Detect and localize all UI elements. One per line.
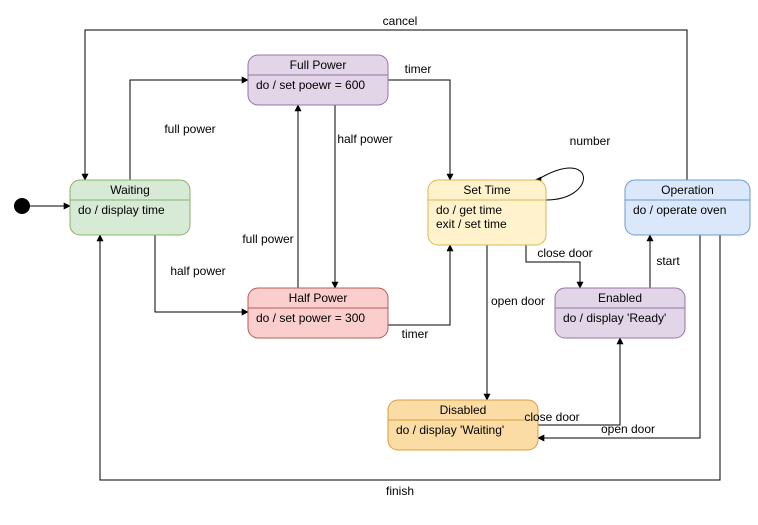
node-body-disabled-0: do / display 'Waiting'	[396, 423, 504, 437]
edge-label-enabled_operation: start	[656, 254, 680, 268]
node-body-settime-0: do / get time	[436, 203, 502, 217]
edge-label-settime_enabled: close door	[537, 246, 592, 260]
node-title-enabled: Enabled	[598, 291, 642, 305]
node-body-settime-1: exit / set time	[436, 217, 507, 231]
node-title-waiting: Waiting	[110, 183, 150, 197]
node-title-halfpower: Half Power	[289, 291, 348, 305]
edge-label-disabled_enabled: close door	[524, 410, 579, 424]
edge-label-halfpower_settime: timer	[402, 327, 429, 341]
node-operation: Operation do / operate oven	[625, 180, 750, 235]
node-body-fullpower-0: do / set poewr = 600	[256, 78, 365, 92]
edge-label-halfpower_fullpower: full power	[242, 232, 293, 246]
initial-state	[14, 198, 30, 214]
node-title-disabled: Disabled	[440, 403, 487, 417]
edge-operation_cancel	[85, 30, 687, 180]
node-waiting: Waiting do / display time	[70, 180, 190, 235]
edge-label-settime_disabled: open door	[491, 294, 545, 308]
edge-halfpower_settime	[388, 245, 450, 325]
node-title-fullpower: Full Power	[290, 58, 347, 72]
node-enabled: Enabled do / display 'Ready'	[555, 288, 685, 338]
node-title-settime: Set Time	[463, 183, 511, 197]
node-settime: Set Time do / get timeexit / set time	[428, 180, 546, 245]
node-disabled: Disabled do / display 'Waiting'	[388, 400, 538, 450]
node-title-operation: Operation	[661, 183, 714, 197]
edge-label-operation_cancel: cancel	[383, 14, 418, 28]
node-body-waiting-0: do / display time	[78, 203, 165, 217]
edge-label-waiting_halfpower: half power	[170, 264, 225, 278]
edge-label-fullpower_settime: timer	[405, 62, 432, 76]
node-body-halfpower-0: do / set power = 300	[256, 311, 365, 325]
edge-label-waiting_fullpower: full power	[164, 122, 215, 136]
edge-label-operation_finish: finish	[386, 484, 414, 498]
edge-label-operation_disabled: open door	[601, 422, 655, 436]
state-diagram: Waiting do / display time Full Power do / s…	[0, 0, 758, 525]
node-body-enabled-0: do / display 'Ready'	[563, 311, 666, 325]
node-body-operation-0: do / operate oven	[633, 203, 726, 217]
edge-fullpower_settime	[388, 80, 450, 180]
edge-label-settime_self: number	[570, 134, 611, 148]
node-halfpower: Half Power do / set power = 300	[248, 288, 388, 338]
edge-label-fullpower_halfpower: half power	[337, 132, 392, 146]
node-fullpower: Full Power do / set poewr = 600	[248, 55, 388, 105]
